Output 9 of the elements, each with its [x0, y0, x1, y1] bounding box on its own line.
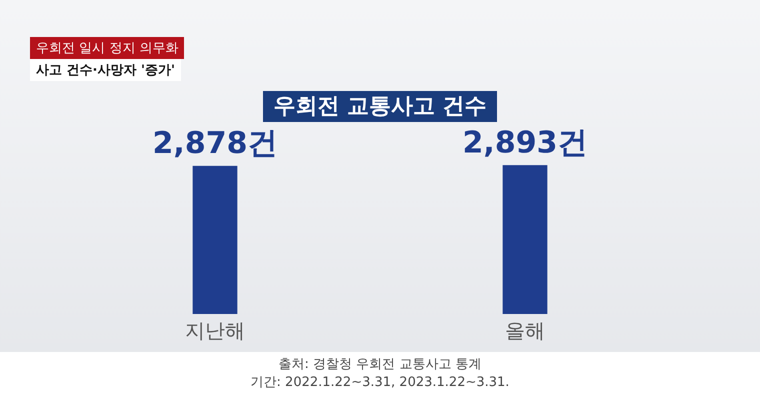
x-tick-label: 올해: [505, 320, 545, 343]
x-tick-label: 지난해: [185, 320, 245, 343]
data-label: 2,878건: [152, 126, 278, 162]
source-note: 출처: 경찰청 우회전 교통사고 통계: [278, 356, 482, 374]
data-label: 2,893건: [462, 125, 588, 160]
text: 우회전 일시 정지 의무화: [30, 37, 184, 59]
text: 기간: 2022.1.22~3.31, 2023.1.22~3.31.: [250, 374, 510, 392]
chart-title: 우회전 교통사고 건수: [263, 91, 497, 122]
chart-subtitle: 사고 건수·사망자 '증가': [30, 59, 181, 81]
